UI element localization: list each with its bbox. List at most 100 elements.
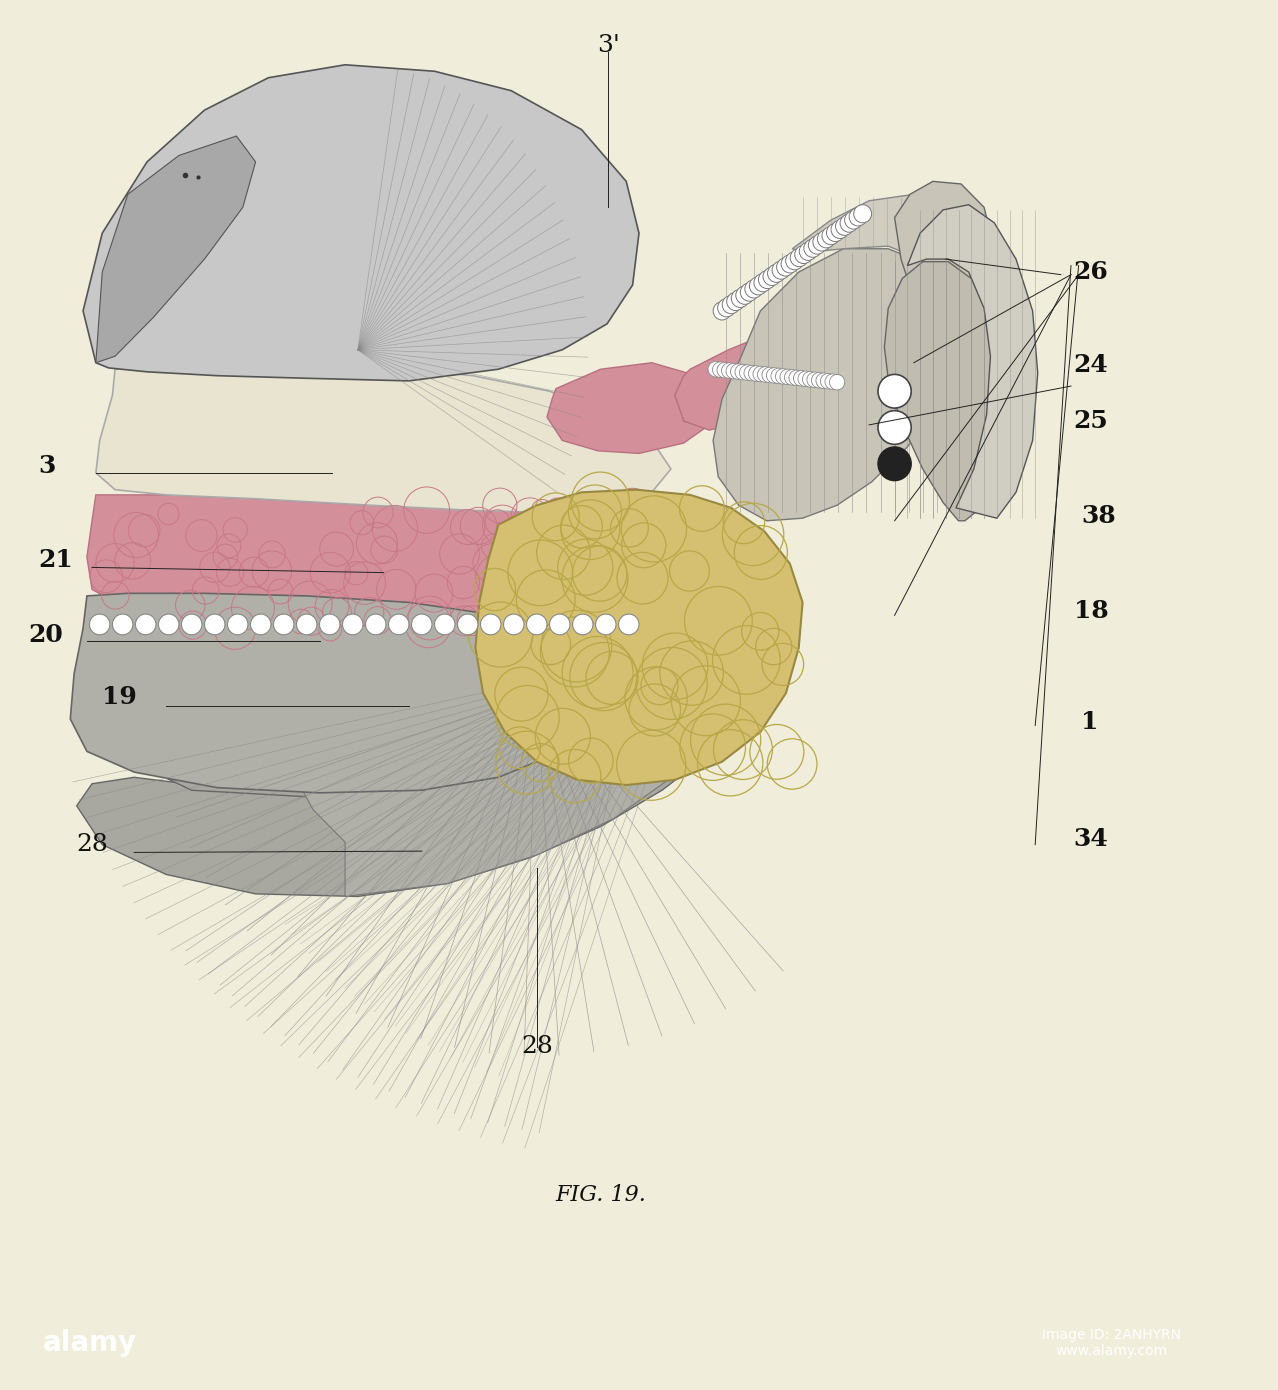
Text: 38: 38 — [1081, 503, 1116, 528]
Circle shape — [412, 614, 432, 635]
Circle shape — [827, 224, 845, 242]
Circle shape — [481, 614, 501, 635]
Circle shape — [753, 366, 768, 382]
Polygon shape — [96, 360, 671, 513]
Circle shape — [815, 373, 831, 388]
Circle shape — [794, 371, 809, 386]
Circle shape — [112, 614, 133, 635]
Polygon shape — [70, 594, 603, 792]
Circle shape — [527, 614, 547, 635]
Circle shape — [804, 239, 822, 257]
Circle shape — [731, 364, 746, 379]
Circle shape — [740, 284, 758, 302]
Circle shape — [777, 259, 795, 277]
Text: 28: 28 — [521, 1036, 552, 1058]
Text: 20: 20 — [28, 623, 63, 646]
Circle shape — [458, 614, 478, 635]
Polygon shape — [77, 628, 748, 897]
Circle shape — [797, 371, 813, 386]
Text: 25: 25 — [1074, 409, 1108, 434]
Circle shape — [718, 299, 736, 317]
Circle shape — [550, 614, 570, 635]
Polygon shape — [87, 495, 652, 632]
Circle shape — [227, 614, 248, 635]
Circle shape — [845, 211, 863, 229]
Circle shape — [878, 448, 911, 481]
Circle shape — [717, 363, 732, 378]
Circle shape — [713, 302, 731, 320]
Circle shape — [754, 274, 772, 292]
Polygon shape — [83, 65, 639, 381]
Circle shape — [744, 366, 759, 381]
Circle shape — [812, 373, 827, 388]
Circle shape — [763, 267, 781, 285]
Text: 34: 34 — [1074, 827, 1108, 852]
Polygon shape — [792, 195, 990, 363]
Circle shape — [708, 361, 723, 377]
Circle shape — [435, 614, 455, 635]
Text: 3': 3' — [597, 33, 620, 57]
Circle shape — [343, 614, 363, 635]
Circle shape — [820, 374, 836, 389]
Circle shape — [389, 614, 409, 635]
Polygon shape — [294, 669, 700, 897]
Circle shape — [726, 363, 741, 379]
Circle shape — [772, 261, 790, 279]
Circle shape — [818, 229, 836, 247]
Circle shape — [273, 614, 294, 635]
Circle shape — [619, 614, 639, 635]
Circle shape — [722, 363, 737, 378]
Circle shape — [781, 254, 799, 272]
Text: 18: 18 — [1074, 599, 1108, 624]
Circle shape — [780, 370, 795, 385]
Circle shape — [776, 368, 791, 384]
Circle shape — [836, 217, 854, 235]
Circle shape — [749, 366, 764, 381]
Circle shape — [786, 252, 804, 270]
Circle shape — [135, 614, 156, 635]
Circle shape — [878, 410, 911, 445]
Polygon shape — [907, 204, 1038, 518]
Text: FIG. 19.: FIG. 19. — [555, 1184, 647, 1207]
Circle shape — [749, 277, 767, 295]
Circle shape — [799, 242, 817, 260]
Polygon shape — [895, 181, 994, 366]
Circle shape — [320, 614, 340, 635]
Circle shape — [727, 292, 745, 310]
Circle shape — [204, 614, 225, 635]
Text: 1: 1 — [1081, 709, 1099, 734]
Text: 26: 26 — [1074, 260, 1108, 284]
Circle shape — [158, 614, 179, 635]
Polygon shape — [547, 363, 716, 453]
Circle shape — [829, 374, 845, 391]
Circle shape — [296, 614, 317, 635]
Circle shape — [736, 286, 754, 304]
Circle shape — [813, 234, 831, 252]
Circle shape — [745, 279, 763, 297]
Circle shape — [762, 367, 777, 382]
Circle shape — [731, 289, 749, 307]
Circle shape — [740, 364, 755, 381]
Circle shape — [806, 373, 822, 388]
Polygon shape — [96, 136, 256, 363]
Circle shape — [771, 368, 786, 384]
Circle shape — [831, 221, 849, 239]
Circle shape — [596, 614, 616, 635]
Polygon shape — [475, 489, 803, 785]
Polygon shape — [884, 261, 1007, 521]
Circle shape — [878, 374, 911, 409]
Circle shape — [803, 371, 818, 386]
Circle shape — [758, 271, 776, 289]
Circle shape — [789, 370, 804, 385]
Circle shape — [573, 614, 593, 635]
Circle shape — [795, 246, 813, 264]
Circle shape — [181, 614, 202, 635]
Circle shape — [849, 208, 866, 227]
Circle shape — [250, 614, 271, 635]
Text: alamy: alamy — [42, 1329, 137, 1357]
Text: 28: 28 — [77, 833, 109, 856]
Polygon shape — [675, 336, 795, 430]
Circle shape — [504, 614, 524, 635]
Circle shape — [824, 374, 840, 389]
Circle shape — [790, 249, 808, 267]
